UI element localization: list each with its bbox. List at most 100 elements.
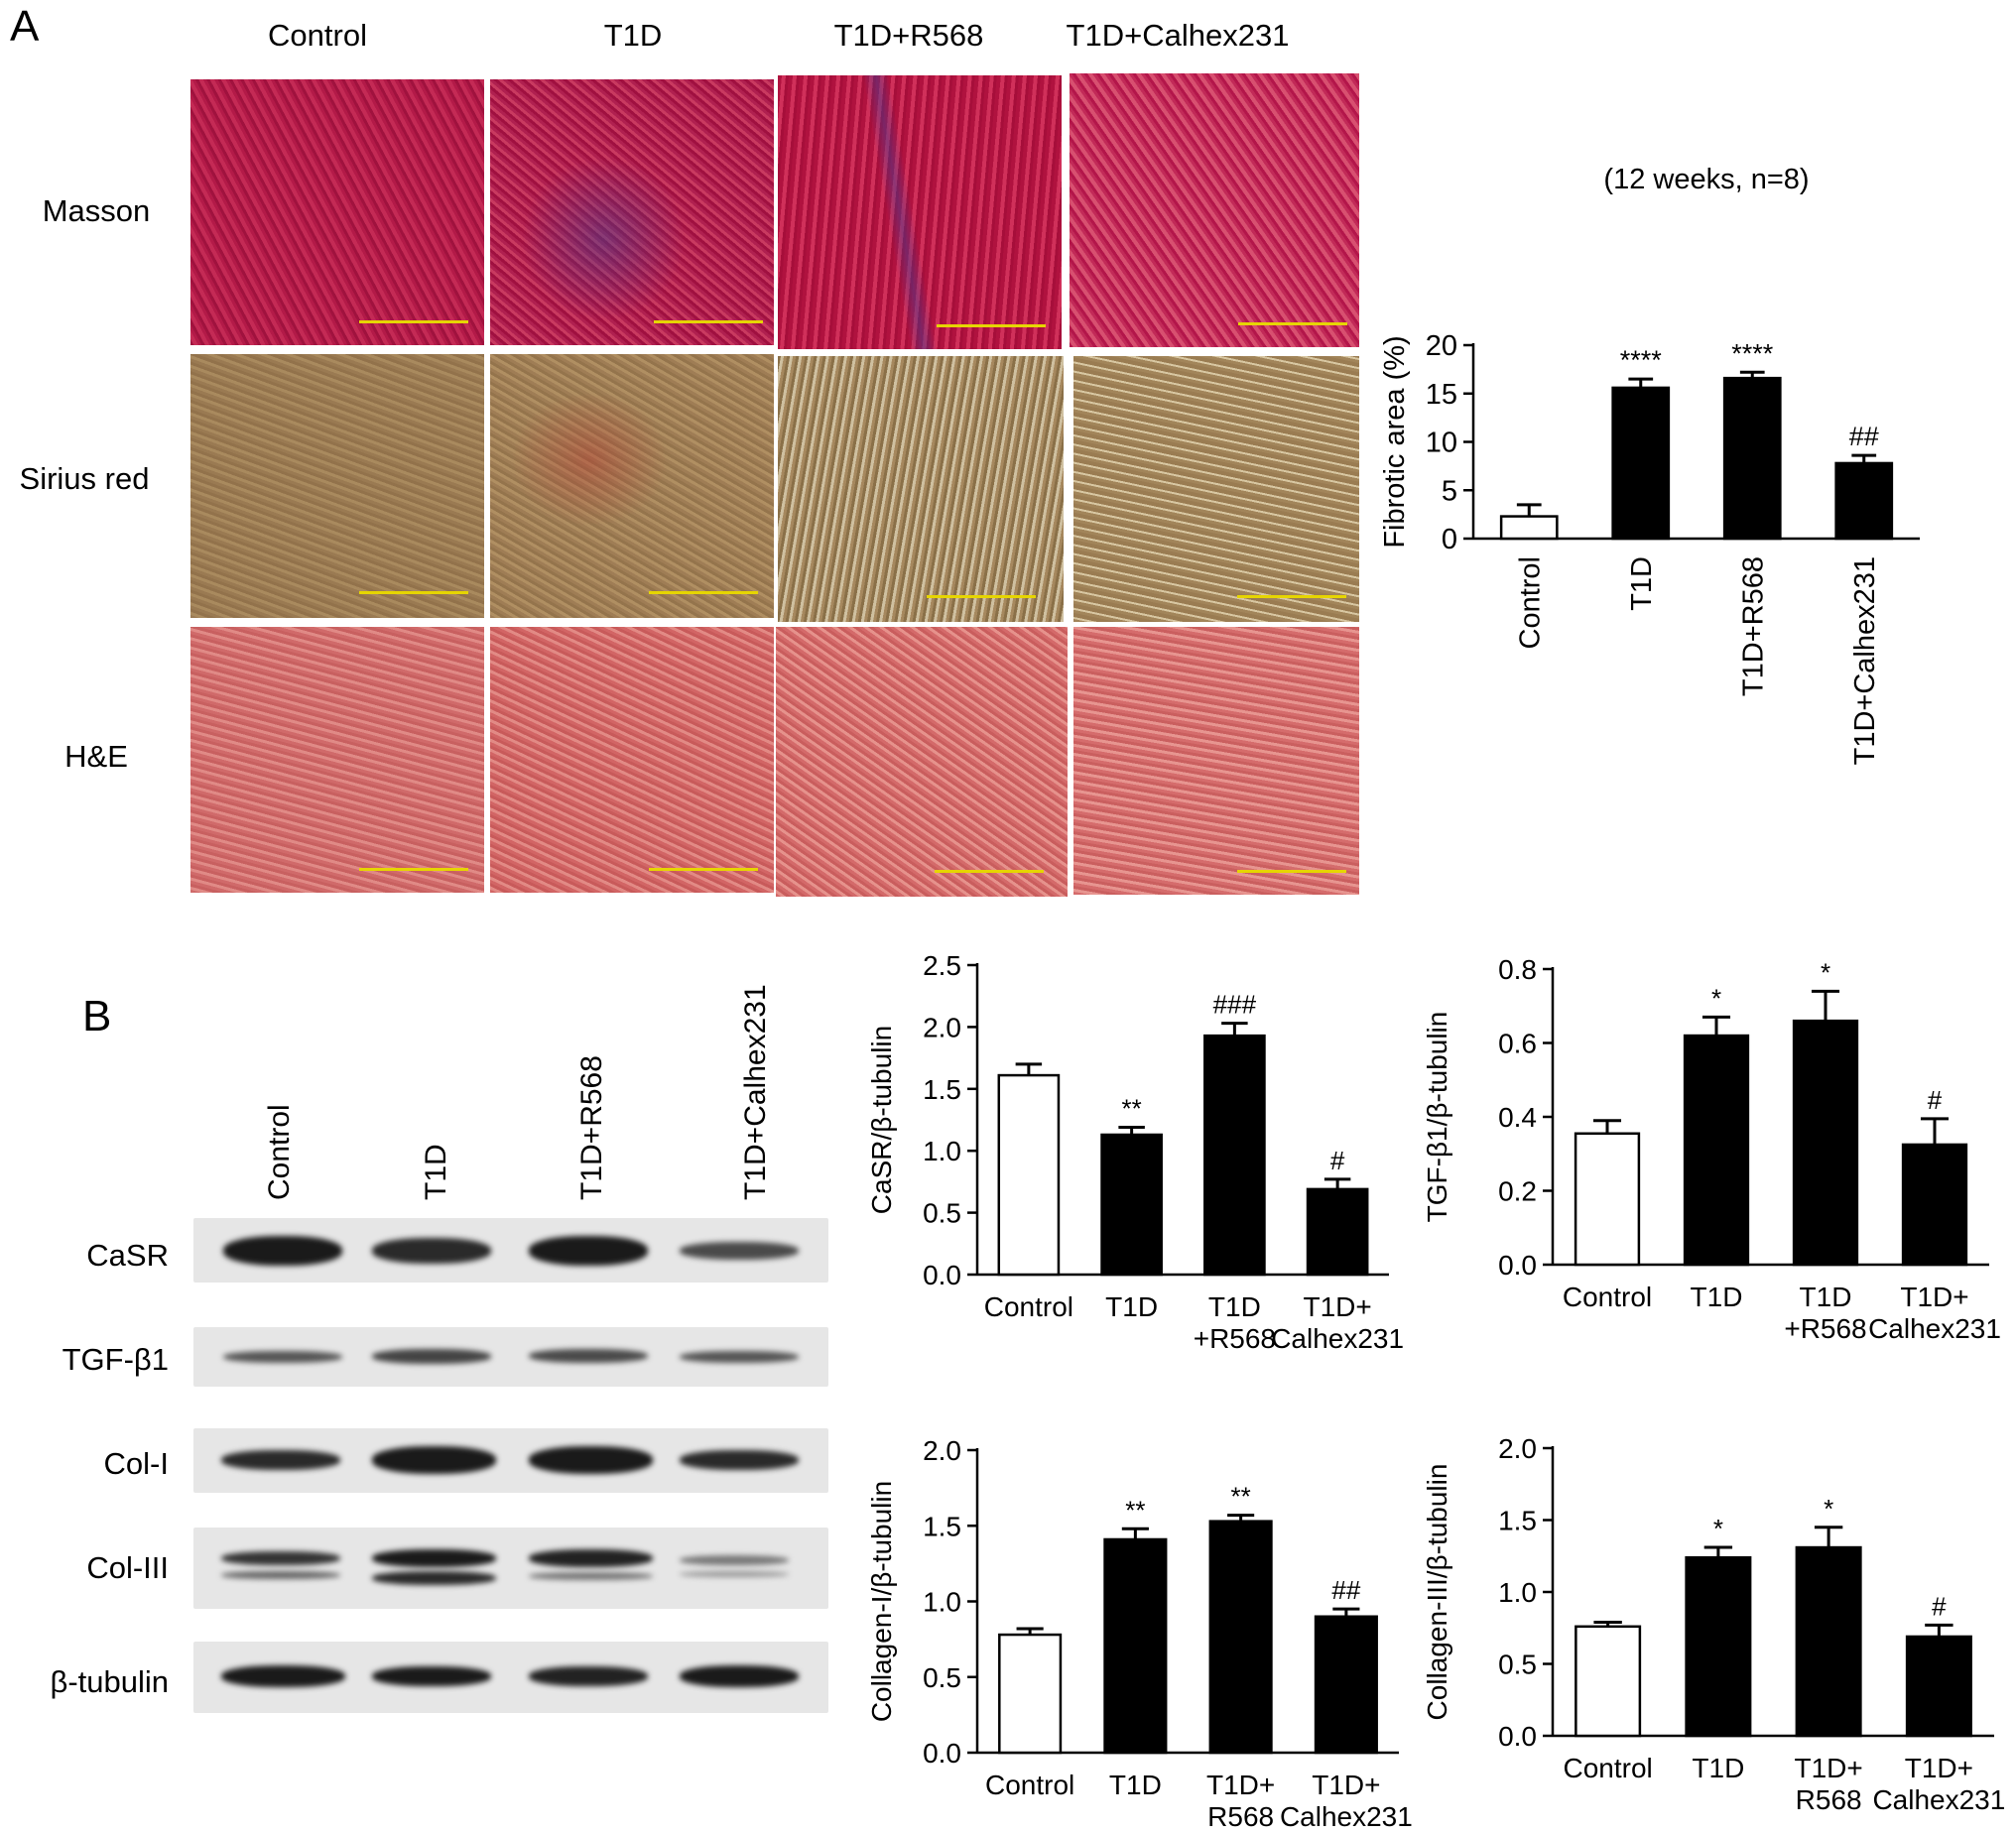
blot-strip-tgf-b1: [193, 1327, 828, 1387]
collagen-iii-chart: 0.0 0.5 1.0 1.5 2.0 Collagen-III/β-tubulin Con…: [1422, 1433, 2005, 1815]
lane-label-t1d-calhex231: T1D+Calhex231: [739, 984, 772, 1200]
fibrotic-significance-label: ##: [1849, 422, 1879, 451]
tgf-bar: [1574, 1132, 1641, 1267]
casr-bar: [1100, 1133, 1163, 1277]
casr-significance-label: #: [1330, 1146, 1345, 1175]
fibrotic-y-tick-label: 15: [1426, 379, 1457, 411]
col1-x-tick-label: T1D: [1109, 1770, 1162, 1800]
col1-significance-label: **: [1231, 1482, 1251, 1512]
col3-bar: [1575, 1625, 1642, 1738]
fibrotic-bar: [1611, 386, 1671, 541]
col3-significance-label: #: [1932, 1591, 1947, 1621]
col3-significance-label: *: [1824, 1494, 1833, 1524]
fibrotic-area-chart: 0 5 10 15 20 Fibrotic area (%) (12 weeks, n=8)…: [1379, 164, 1920, 765]
fibrotic-x-tick-label: T1D: [1626, 556, 1658, 611]
tgf-y-tick-label: 0.0: [1498, 1250, 1537, 1281]
tgf-y-tick-label: 0.6: [1498, 1029, 1537, 1059]
he-t1d-calhex231-micrograph: [1071, 625, 1361, 897]
sirius-red-t1d-r568-micrograph: [776, 354, 1066, 624]
sirius-red-t1d-calhex231-micrograph: [1071, 354, 1361, 624]
casr-x-tick-label: T1D+ Calhex231: [1271, 1291, 1404, 1354]
column-label-t1d: T1D: [603, 18, 663, 53]
column-label-control: Control: [268, 18, 367, 53]
casr-x-tick-label: T1D: [1105, 1291, 1158, 1322]
col1-x-tick-label: T1D+ Calhex231: [1280, 1770, 1413, 1832]
casr-y-tick-label: 1.0: [923, 1136, 961, 1166]
col3-x-tick-label: T1D: [1692, 1753, 1744, 1783]
fibrotic-bar: [1499, 515, 1559, 541]
tgf-significance-label: #: [1928, 1085, 1943, 1115]
col1-significance-label: **: [1125, 1495, 1145, 1525]
column-label-t1d-r568: T1D+R568: [833, 18, 984, 53]
col1-y-tick-label: 0.5: [923, 1662, 961, 1693]
casr-bar: [1203, 1034, 1266, 1277]
lane-label-t1d-r568: T1D+R568: [575, 1055, 608, 1200]
casr-y-tick-label: 2.0: [923, 1012, 961, 1042]
blot-label-casr: CaSR: [86, 1238, 169, 1273]
sirius-red-control-micrograph: [189, 352, 486, 620]
fibrotic-bar: [1834, 461, 1894, 541]
he-t1d-r568-micrograph: [774, 625, 1070, 899]
col1-y-tick-label: 2.0: [923, 1435, 961, 1466]
casr-bar: [1306, 1187, 1369, 1277]
blot-label-b-tubulin: β-tubulin: [50, 1664, 169, 1699]
casr-y-tick-label: 0.5: [923, 1198, 961, 1229]
col3-bar: [1795, 1545, 1862, 1738]
casr-y-tick-label: 2.5: [923, 950, 961, 981]
tgf-b1-chart: 0.0 0.2 0.4 0.6 0.8 TGF-β1/β-tubulin Control * T…: [1422, 954, 2001, 1344]
fibrotic-significance-label: ****: [1620, 345, 1663, 375]
casr-significance-label: ###: [1213, 990, 1257, 1020]
casr-y-tick-label: 1.5: [923, 1074, 961, 1105]
casr-chart: 0.0 0.5 1.0 1.5 2.0 2.5 CaSR/β-tubulin Control *…: [866, 950, 1404, 1354]
casr-x-tick-label: T1D +R568: [1194, 1291, 1276, 1354]
row-label-sirius-red: Sirius red: [19, 461, 150, 496]
col1-significance-label: ##: [1331, 1575, 1360, 1605]
fibrotic-x-tick-label: T1D+R568: [1737, 556, 1769, 696]
casr-bar: [997, 1073, 1061, 1277]
col3-y-tick-label: 1.5: [1498, 1506, 1537, 1536]
tgf-bar: [1901, 1143, 1968, 1267]
col1-x-tick-label: Control: [985, 1770, 1074, 1800]
tgf-y-tick-label: 0.2: [1498, 1176, 1537, 1207]
sirius-red-t1d-micrograph: [488, 352, 776, 620]
he-control-micrograph: [189, 625, 486, 895]
masson-control-micrograph: [189, 77, 486, 347]
masson-t1d-calhex231-micrograph: [1068, 71, 1361, 349]
fibrotic-title: (12 weeks, n=8): [1603, 164, 1809, 195]
col3-x-tick-label: T1D+ R568: [1795, 1753, 1863, 1815]
tgf-x-tick-label: T1D+ Calhex231: [1868, 1282, 2001, 1344]
col1-x-tick-label: T1D+ R568: [1206, 1770, 1275, 1832]
col1-bar: [1208, 1520, 1273, 1755]
panel-b-letter: B: [82, 992, 112, 1040]
blot-label-col-i: Col-I: [103, 1446, 169, 1481]
panel-a-letter: A: [10, 2, 40, 51]
he-t1d-micrograph: [488, 625, 776, 895]
tgf-y-tick-label: 0.4: [1498, 1102, 1537, 1133]
fibrotic-y-tick-label: 20: [1426, 330, 1457, 362]
fibrotic-y-tick-label: 10: [1426, 428, 1457, 459]
blot-strip-col-i: [193, 1428, 828, 1493]
masson-t1d-r568-micrograph: [776, 73, 1064, 351]
col3-x-tick-label: T1D+ Calhex231: [1872, 1753, 2005, 1815]
col1-bar: [1314, 1615, 1378, 1755]
col3-y-tick-label: 1.0: [1498, 1577, 1537, 1608]
column-label-t1d-calhex231: T1D+Calhex231: [1066, 18, 1290, 53]
tgf-bar: [1683, 1034, 1750, 1267]
col1-y-tick-label: 1.5: [923, 1511, 961, 1541]
casr-y-axis-label: CaSR/β-tubulin: [866, 1026, 897, 1214]
fibrotic-significance-label: ****: [1731, 338, 1774, 368]
tgf-y-axis-label: TGF-β1/β-tubulin: [1422, 1012, 1452, 1223]
col1-bar: [998, 1633, 1063, 1755]
tgf-x-tick-label: Control: [1563, 1282, 1652, 1312]
tgf-x-tick-label: T1D: [1691, 1282, 1743, 1312]
tgf-y-tick-label: 0.8: [1498, 954, 1537, 985]
col3-x-tick-label: Control: [1563, 1753, 1652, 1783]
fibrotic-x-tick-label: Control: [1514, 556, 1546, 650]
col3-y-tick-label: 2.0: [1498, 1433, 1537, 1464]
fibrotic-y-axis-label: Fibrotic area (%): [1379, 335, 1411, 548]
tgf-significance-label: *: [1711, 983, 1721, 1013]
blot-label-col-iii: Col-III: [86, 1550, 169, 1585]
blot-strip-col-iii: [193, 1528, 828, 1609]
casr-x-tick-label: Control: [984, 1291, 1073, 1322]
casr-significance-label: **: [1122, 1093, 1142, 1123]
